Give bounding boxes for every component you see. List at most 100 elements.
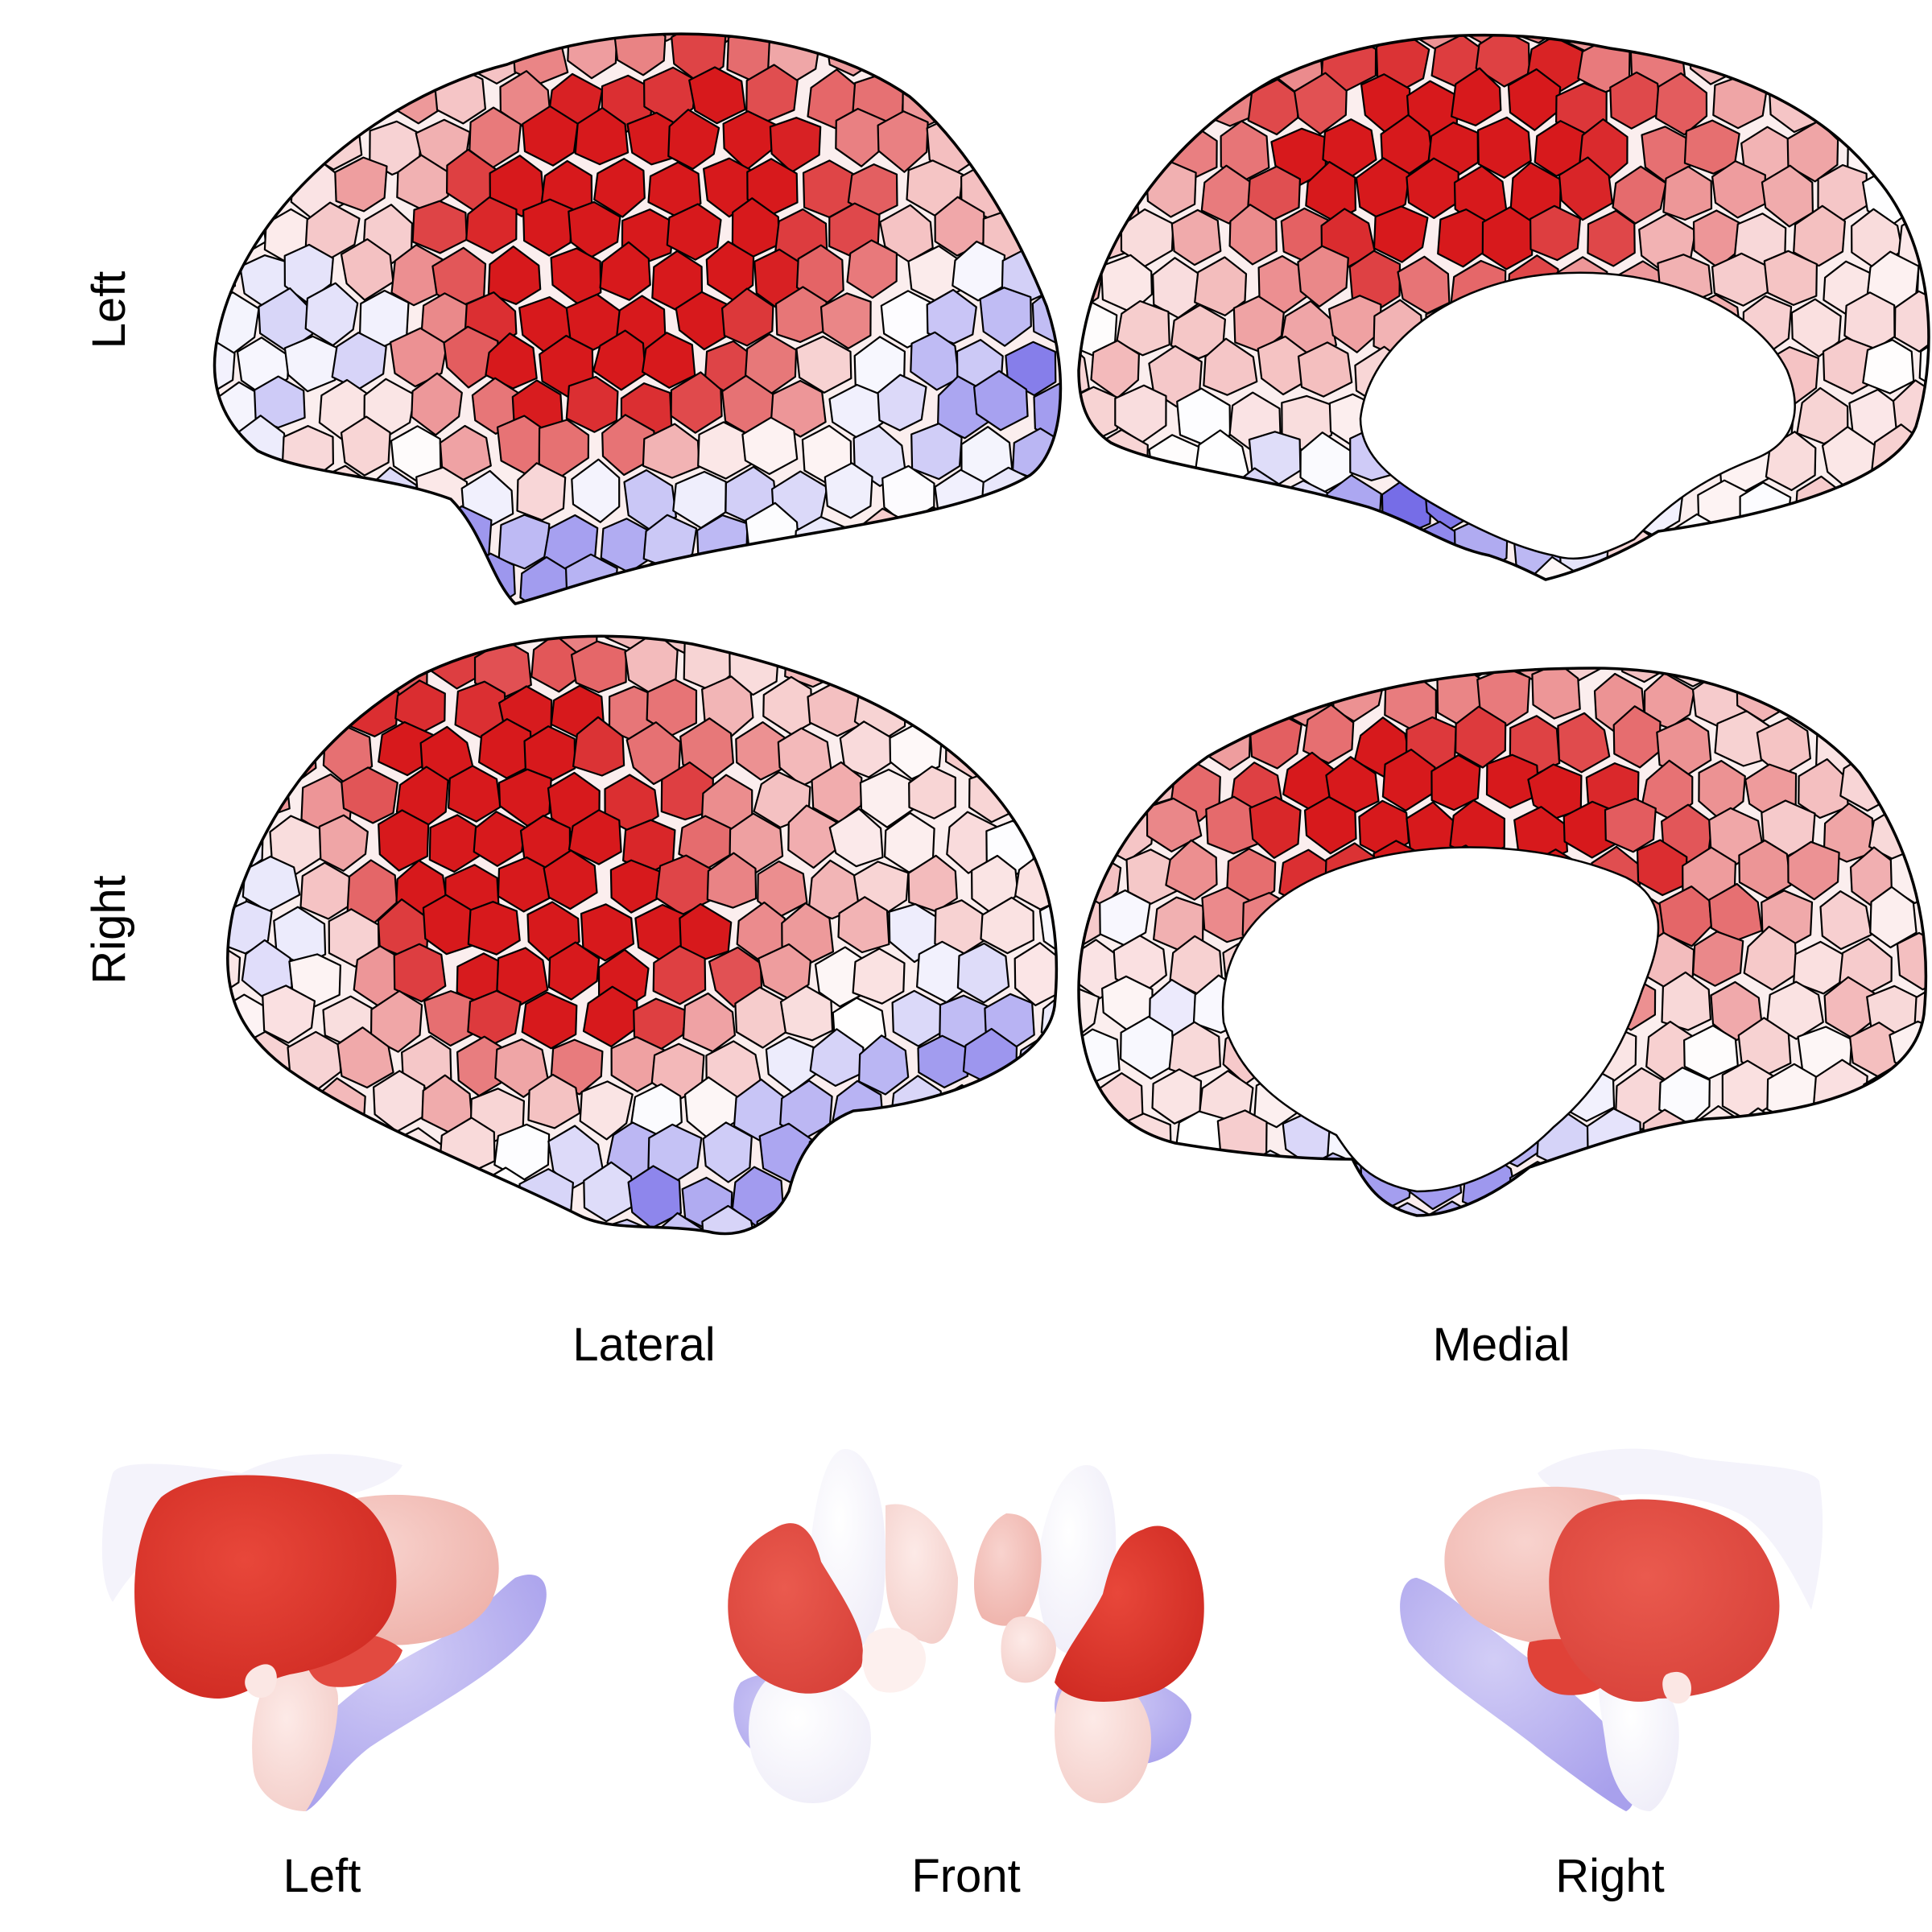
cortical-parcel: [1888, 36, 1929, 94]
cortical-parcel: [1297, 245, 1349, 308]
row-label-left: Left: [83, 271, 135, 349]
cortical-parcel: [1089, 1154, 1144, 1216]
cortical-parcel: [1765, 35, 1818, 49]
cortical-parcel: [787, 804, 837, 869]
cortical-parcel: [729, 554, 779, 608]
cortical-parcel: [1534, 120, 1586, 177]
cortical-parcel: [1092, 728, 1142, 781]
cortical-parcel: [1485, 753, 1540, 809]
cortical-parcel: [1656, 1250, 1708, 1308]
cortical-parcel: [172, 1073, 222, 1131]
cortical-parcel: [1101, 668, 1154, 691]
cortical-parcel: [910, 423, 963, 481]
subcortex-hippocampus: [293, 1575, 547, 1811]
cortical-parcel: [321, 1263, 370, 1319]
cortical-parcel: [1228, 204, 1278, 266]
cortical-parcel: [1121, 750, 1178, 807]
cortical-parcel: [1257, 522, 1308, 578]
cortical-parcel: [934, 196, 986, 257]
cortical-parcel: [1558, 610, 1605, 671]
cortical-parcel: [1298, 35, 1356, 47]
cortical-parcel: [1381, 567, 1437, 580]
cortical-parcel: [1891, 670, 1926, 726]
cortical-parcel: [625, 562, 675, 605]
cortical-parcel: [641, 332, 696, 389]
cortical-parcel: [666, 203, 722, 261]
subcortex-pallidum-left: [862, 1627, 926, 1693]
cortical-parcel: [1668, 605, 1720, 663]
cortical-parcel: [1454, 705, 1507, 769]
cortical-parcel: [1356, 519, 1404, 576]
cortical-parcel: [290, 66, 343, 126]
subcortex-thalamus-left: [886, 1504, 958, 1644]
cortical-parcel: [1771, 668, 1821, 684]
cortical-parcel: [988, 547, 1035, 600]
cortical-parcel: [1683, 119, 1740, 175]
cortical-parcel: [1051, 601, 1061, 605]
subcortex-putamen: [134, 1475, 397, 1699]
cortical-parcel: [931, 553, 984, 605]
cortical-parcel: [1096, 518, 1150, 576]
cortical-parcel: [366, 1166, 420, 1228]
subcortex-putamen: [1549, 1499, 1780, 1702]
cortical-parcel: [283, 243, 334, 303]
cortical-parcel: [842, 1252, 896, 1307]
cortical-parcel: [1070, 769, 1122, 825]
cortical-parcel: [1086, 632, 1137, 685]
cortical-parcel: [824, 549, 881, 605]
cortical-parcel: [1194, 256, 1248, 316]
cortical-parcel: [340, 415, 391, 477]
cortical-parcel: [1926, 1243, 1932, 1296]
cortical-parcel: [985, 1174, 1040, 1232]
cortical-parcel: [1711, 160, 1766, 219]
cortical-parcel: [1202, 608, 1253, 663]
cortical-parcel: [565, 375, 619, 433]
cortical-parcel: [394, 636, 445, 650]
cortical-parcel: [720, 287, 774, 347]
cortical-parcel: [227, 718, 270, 782]
cortical-parcel: [449, 636, 502, 652]
cortical-parcel: [347, 636, 403, 654]
cortical-parcel: [1079, 1201, 1122, 1216]
cortical-parcel: [1582, 560, 1637, 580]
cortical-parcel: [165, 904, 214, 960]
cortical-parcel: [979, 287, 1032, 347]
cortical-parcel: [1896, 576, 1932, 631]
cortical-parcel: [987, 34, 1041, 76]
cortical-parcel: [1006, 513, 1061, 573]
cortical-parcel: [133, 1210, 188, 1265]
cortical-parcel: [1013, 942, 1057, 1007]
cortical-parcel: [735, 1260, 787, 1319]
cortical-parcel: [571, 458, 621, 523]
cortical-parcel: [214, 597, 242, 605]
cortical-parcel: [1450, 67, 1502, 126]
cortical-parcel: [1194, 35, 1249, 52]
cortical-parcel: [1046, 1241, 1095, 1296]
cortical-parcel: [952, 240, 1006, 302]
cortical-parcel: [1860, 713, 1917, 769]
cortical-parcel: [1658, 1151, 1711, 1216]
cortical-parcel: [1000, 628, 1050, 685]
cortical-parcel: [336, 1026, 394, 1089]
cortical-parcel: [990, 517, 1041, 579]
cortical-parcel: [447, 765, 502, 823]
cortical-parcel: [670, 371, 723, 434]
cortical-parcel: [1915, 709, 1926, 770]
cortical-parcel: [214, 34, 267, 84]
cortical-parcel: [444, 34, 498, 47]
cortical-parcel: [601, 414, 656, 477]
cortical-parcel: [1256, 1250, 1307, 1304]
cortical-parcel: [837, 896, 890, 954]
cortical-parcel: [1122, 564, 1179, 580]
cortical-parcel: [1093, 610, 1143, 668]
right-lateral-surface: [133, 547, 1142, 1319]
cortical-parcel: [1476, 668, 1531, 727]
cortical-parcel: [1079, 761, 1121, 823]
cortical-parcel: [886, 636, 937, 690]
cortical-parcel: [926, 288, 977, 345]
cortical-parcel: [910, 331, 960, 391]
cortical-parcel: [1334, 1202, 1386, 1216]
cortical-parcel: [1788, 580, 1839, 638]
cortical-parcel: [133, 594, 185, 651]
cortical-parcel: [1039, 1261, 1084, 1316]
